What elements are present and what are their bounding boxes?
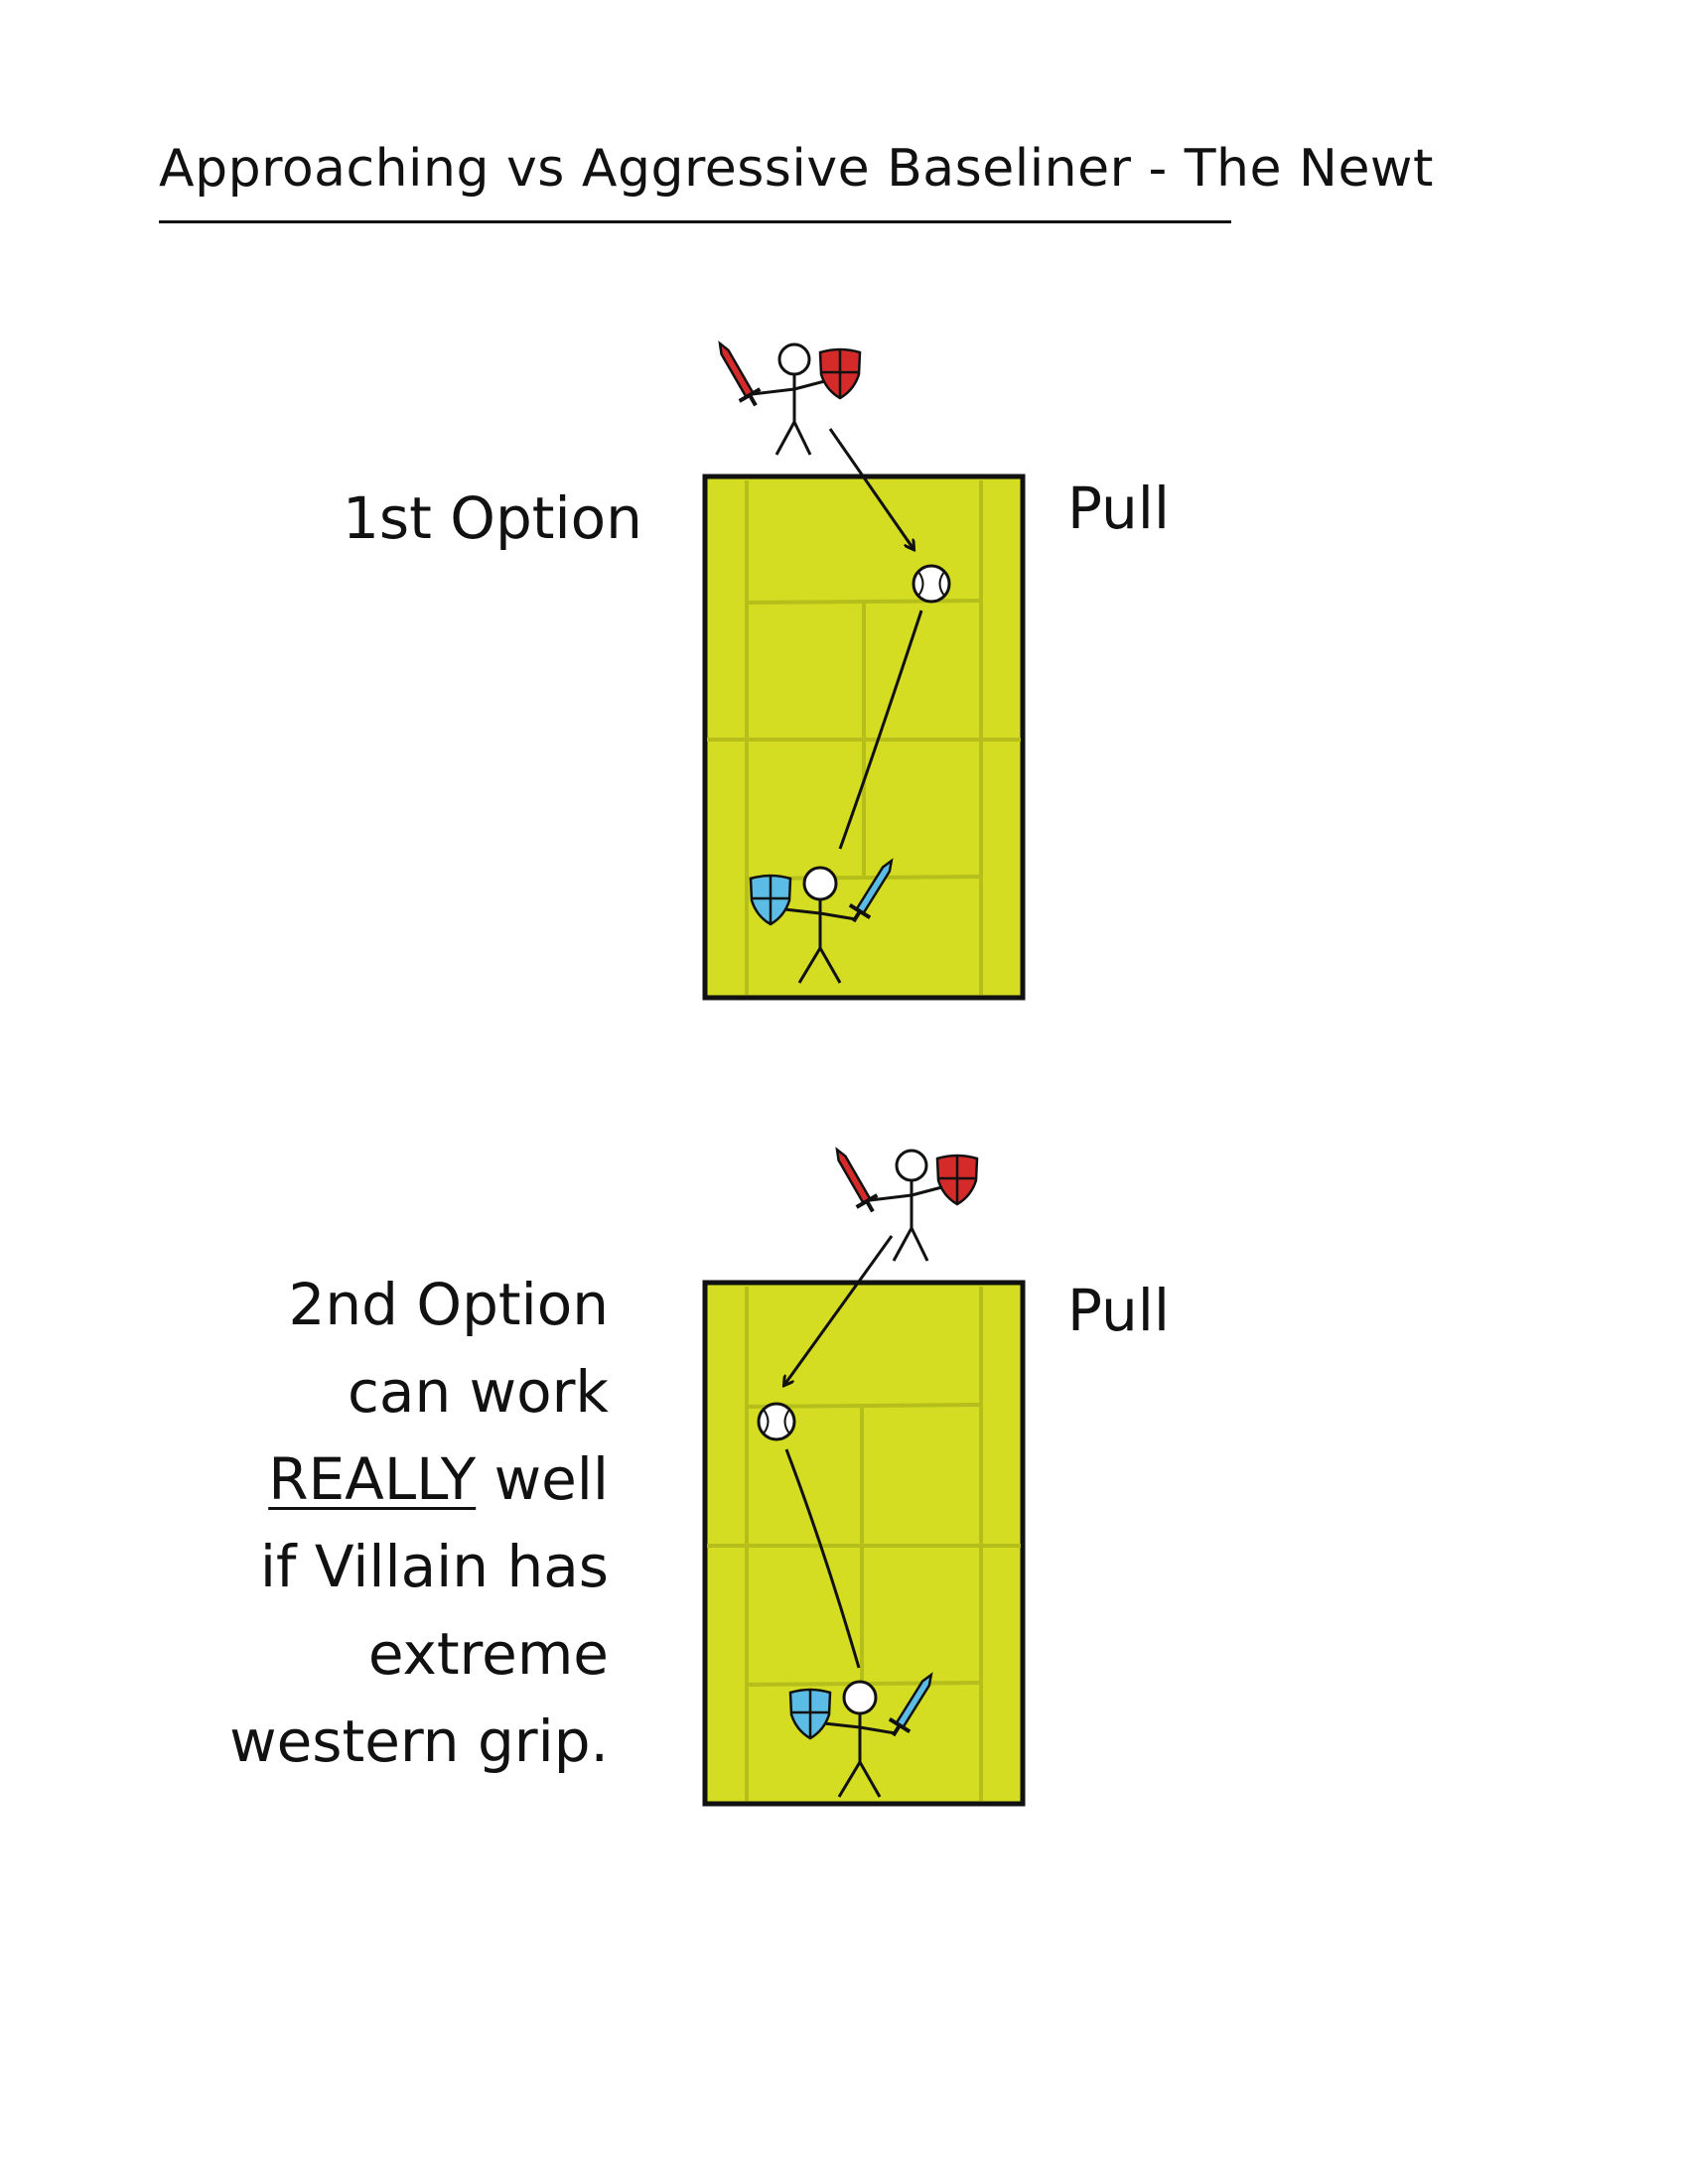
tennis-ball-icon-2 — [757, 1402, 796, 1441]
ball-path-1 — [838, 610, 923, 850]
court-2 — [702, 1280, 1026, 1807]
page-title: Approaching vs Aggressive Baseliner - Th… — [159, 139, 1434, 199]
desc-line-1: can work — [348, 1358, 609, 1426]
ball-path-2 — [784, 1448, 861, 1669]
tennis-ball-icon-1 — [912, 564, 951, 604]
shot-arrow-2 — [784, 1235, 894, 1385]
villain-1-shield-icon — [818, 347, 862, 400]
desc-line-2-rest: well — [476, 1445, 609, 1513]
villain-2-shield-icon — [935, 1154, 979, 1206]
desc-line-4: extreme — [367, 1620, 609, 1688]
hero-1-stick-figure-icon — [783, 866, 857, 984]
villain-2-sword-icon — [824, 1142, 886, 1220]
desc-line-3: if Villain has — [259, 1533, 609, 1600]
option-1-side-label: Pull — [1067, 475, 1170, 542]
option-1-label: 1st Option — [343, 484, 642, 552]
desc-emphasis: REALLY — [268, 1445, 477, 1513]
title-underline — [159, 220, 1231, 223]
hero-2-stick-figure-icon — [823, 1680, 897, 1798]
shot-arrow-1 — [828, 428, 914, 549]
option-2-side-label: Pull — [1067, 1277, 1170, 1344]
desc-line-2: REALLY well — [229, 1435, 609, 1523]
option-2-description: can work REALLY well if Villain has extr… — [229, 1348, 609, 1785]
villain-1-sword-icon — [707, 336, 769, 414]
option-2-label: 2nd Option — [288, 1271, 609, 1338]
court-1 — [702, 474, 1026, 1001]
desc-line-5: western grip. — [229, 1707, 609, 1775]
